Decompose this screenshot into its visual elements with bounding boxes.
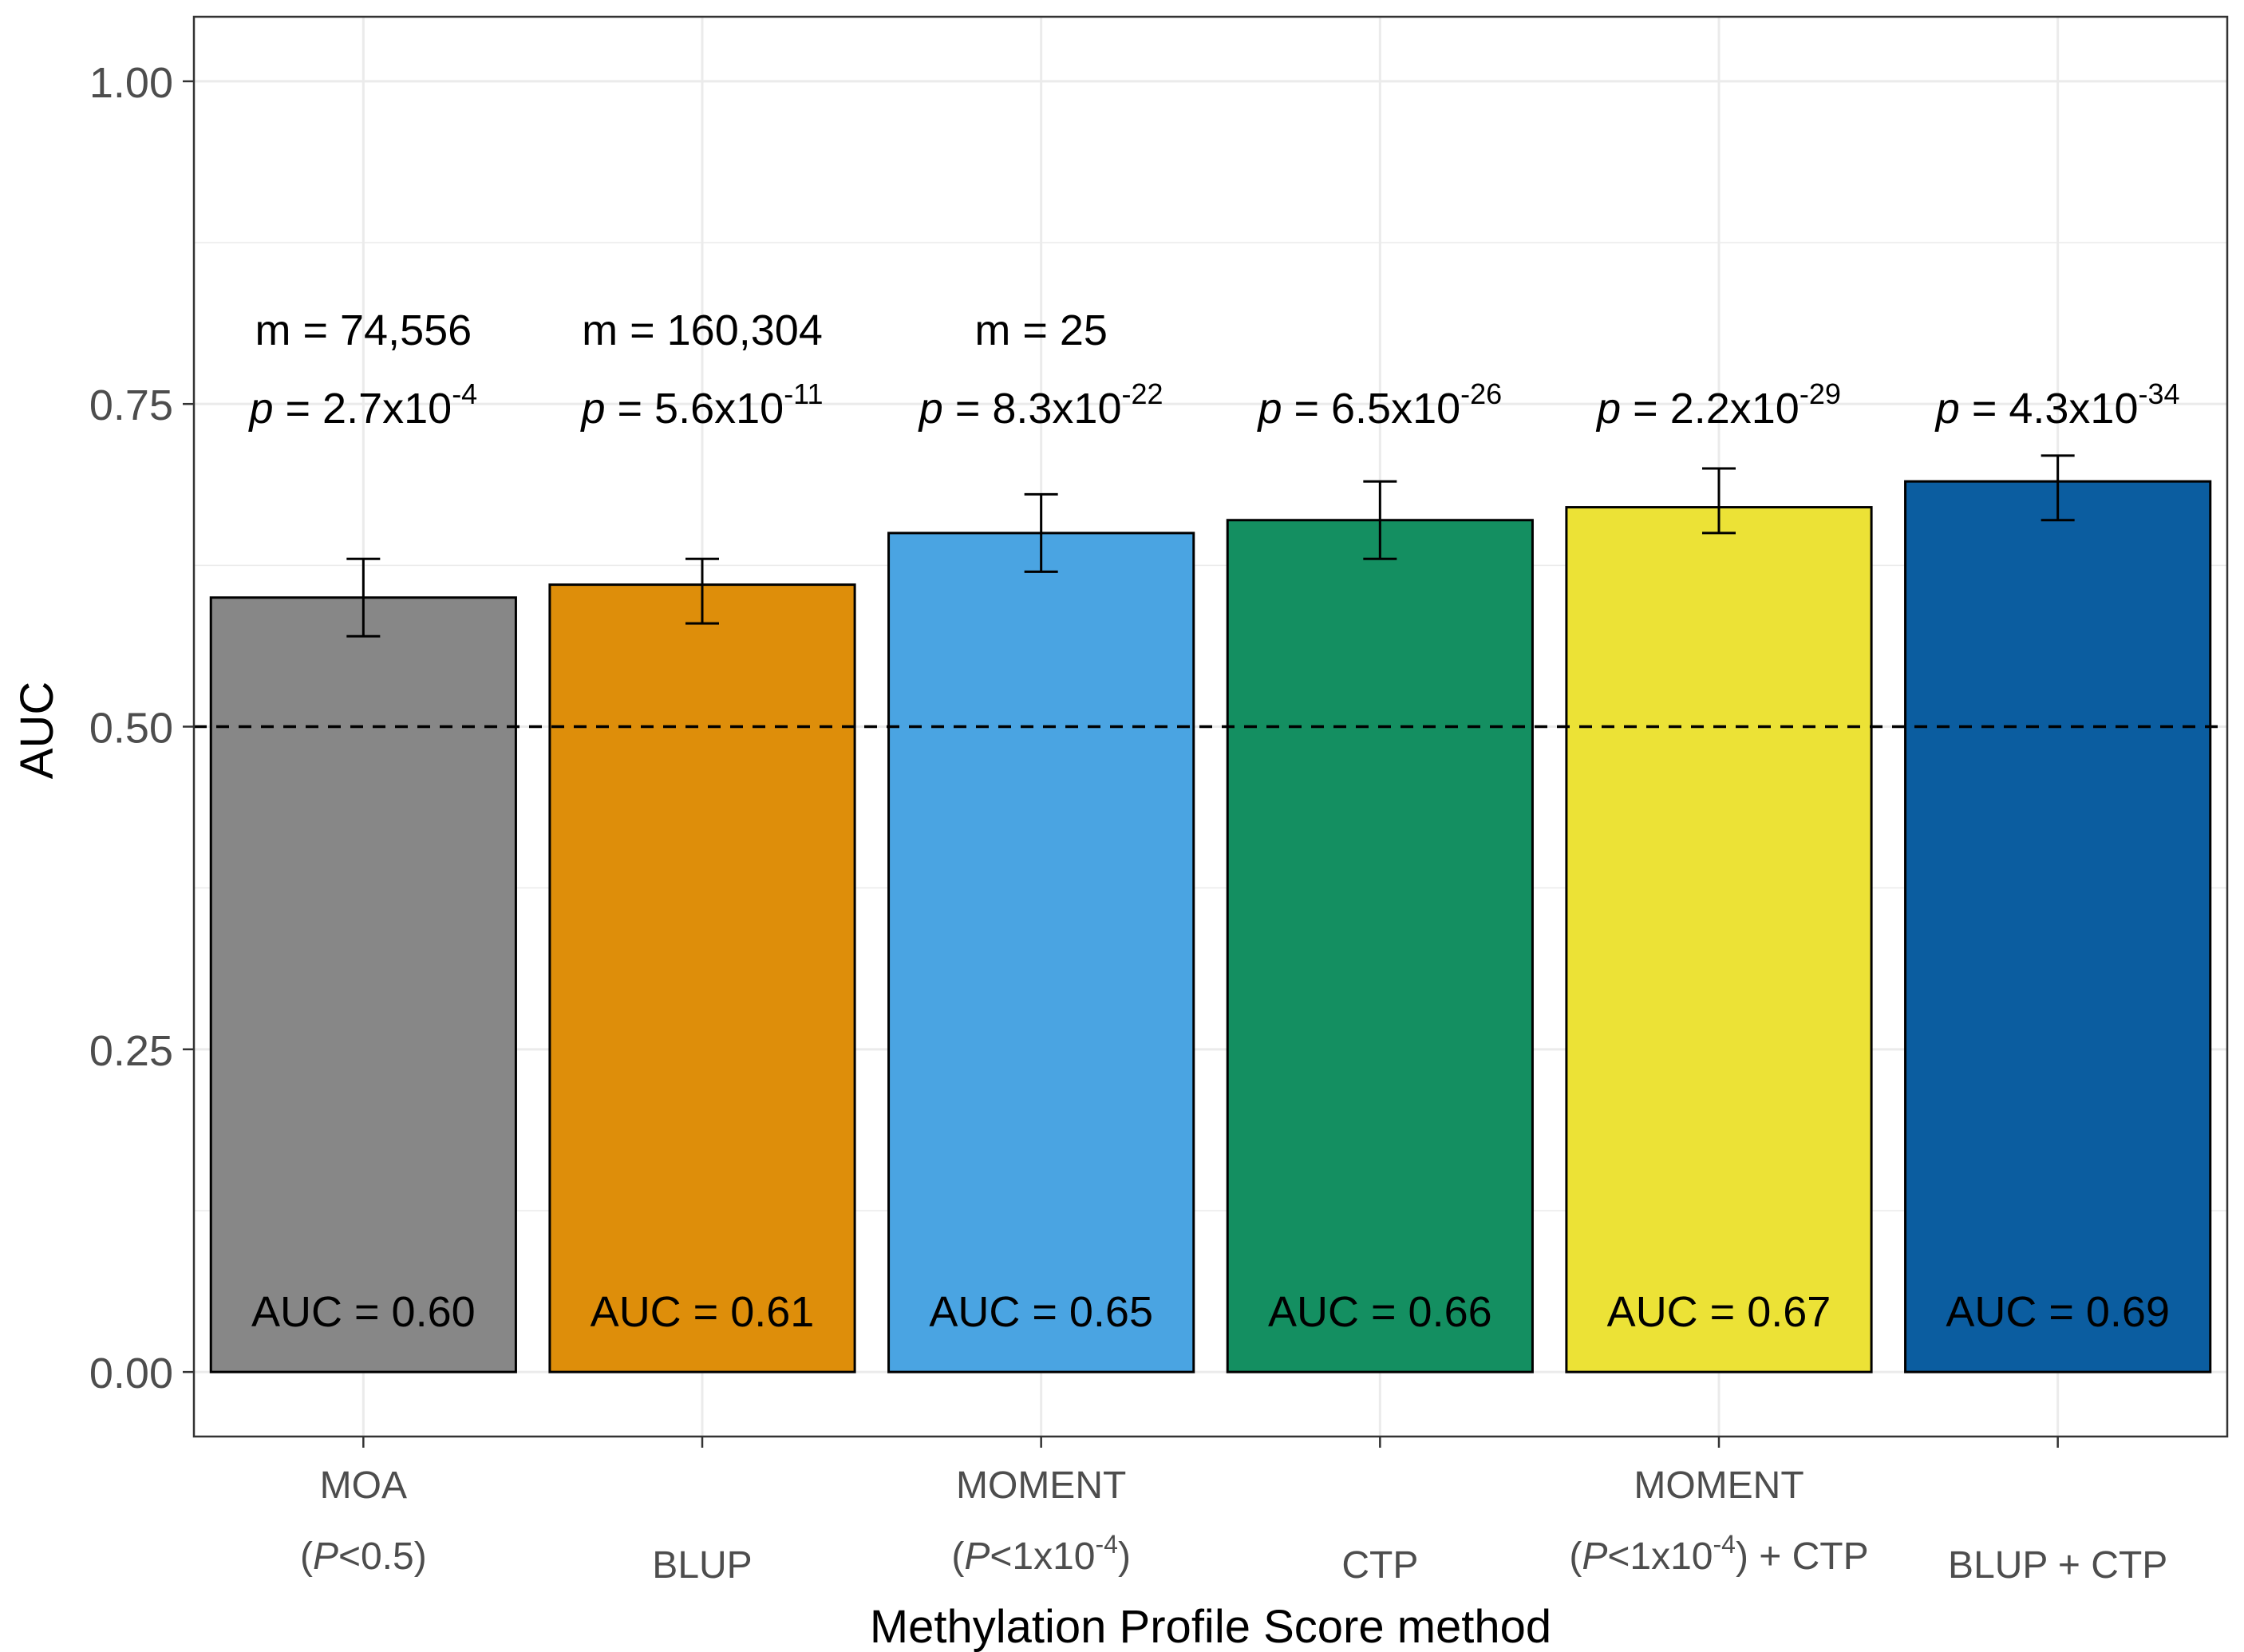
x-tick-label-part: CTP xyxy=(1341,1544,1418,1587)
x-tick-label-part: ( xyxy=(951,1535,964,1578)
p-label-base: = 6.5x10 xyxy=(1282,385,1460,433)
x-tick-label-part: <1x10 xyxy=(990,1535,1095,1578)
x-tick-label: MOMENT xyxy=(1634,1464,1803,1507)
x-tick-label: CTP xyxy=(1341,1544,1418,1587)
p-label-base: = 2.2x10 xyxy=(1621,385,1800,433)
x-tick-label: (P<1x10-4) xyxy=(951,1530,1131,1578)
p-label-base: = 2.7x10 xyxy=(274,385,452,433)
m-label: m = 74,556 xyxy=(255,306,472,354)
p-label: p = 4.3x10-34 xyxy=(1934,377,2180,433)
p-label-exponent: -34 xyxy=(2139,377,2180,410)
y-axis: 0.00 0.25 0.50 0.75 1.00 xyxy=(89,59,194,1397)
x-tick-label-part: ) xyxy=(1118,1535,1131,1578)
x-tick-label-part: <1x10 xyxy=(1607,1535,1713,1578)
p-label: p = 6.5x10-26 xyxy=(1256,377,1502,433)
y-tick-label: 0.75 xyxy=(89,381,173,429)
m-labels: m = 74,556 m = 160,304 m = 25 xyxy=(255,306,1107,354)
x-tick-label-italic: P xyxy=(964,1535,990,1578)
x-tick-label: (P<0.5) xyxy=(300,1535,427,1578)
x-tick-label: (P<1x10-4) + CTP xyxy=(1569,1530,1868,1578)
x-tick-label-italic: P xyxy=(313,1535,338,1578)
auc-label: AUC = 0.60 xyxy=(251,1288,476,1336)
x-tick-label: MOMENT xyxy=(956,1464,1126,1507)
x-tick-label-part: BLUP xyxy=(652,1544,752,1587)
p-label-exponent: -4 xyxy=(452,377,477,410)
x-tick-label: MOA xyxy=(320,1464,407,1507)
p-label-italic: p xyxy=(1256,385,1282,433)
p-label-italic: p xyxy=(1934,385,1960,433)
y-tick-label: 0.50 xyxy=(89,705,173,753)
auc-label: AUC = 0.67 xyxy=(1607,1288,1831,1336)
x-tick-label-part: <0.5) xyxy=(338,1535,427,1578)
x-tick-label-italic: P xyxy=(1582,1535,1607,1578)
x-tick-label-part: BLUP + CTP xyxy=(1948,1544,2167,1587)
p-label-base: = 8.3x10 xyxy=(943,385,1122,433)
m-label: m = 25 xyxy=(974,306,1108,354)
p-label-exponent: -11 xyxy=(784,377,823,410)
p-label-base: = 5.6x10 xyxy=(606,385,784,433)
p-label: p = 8.3x10-22 xyxy=(918,377,1163,433)
y-tick-label: 1.00 xyxy=(89,59,173,107)
p-label-exponent: -22 xyxy=(1122,377,1163,410)
p-label-exponent: -29 xyxy=(1800,377,1841,410)
p-label-base: = 4.3x10 xyxy=(1960,385,2139,433)
bar xyxy=(209,596,517,1373)
bar xyxy=(887,532,1195,1373)
auc-label: AUC = 0.61 xyxy=(591,1288,815,1336)
p-labels: p = 2.7x10-4 p = 5.6x10-11 p = 8.3x10-22 p … xyxy=(247,377,2179,433)
bar xyxy=(1904,480,2212,1373)
auc-label: AUC = 0.65 xyxy=(929,1288,1153,1336)
bar xyxy=(548,583,856,1373)
x-tick-label: BLUP + CTP xyxy=(1948,1544,2167,1587)
x-tick-label-exponent: -4 xyxy=(1713,1530,1735,1559)
x-tick-label-part: ( xyxy=(300,1535,313,1578)
p-label: p = 2.2x10-29 xyxy=(1595,377,1841,433)
x-tick-label-part: ) + CTP xyxy=(1736,1535,1869,1578)
error-bars xyxy=(346,454,2075,638)
y-tick-label: 0.25 xyxy=(89,1027,173,1075)
auc-label: AUC = 0.69 xyxy=(1946,1288,2170,1336)
p-label-italic: p xyxy=(247,385,273,433)
p-label-italic: p xyxy=(579,385,605,433)
x-tick-label: BLUP xyxy=(652,1544,752,1587)
p-label-italic: p xyxy=(1595,385,1621,433)
x-tick-label-exponent: -4 xyxy=(1096,1530,1118,1559)
p-label: p = 5.6x10-11 xyxy=(579,377,823,433)
bar xyxy=(1565,506,1873,1373)
auc-label: AUC = 0.66 xyxy=(1268,1288,1492,1336)
p-label-exponent: -26 xyxy=(1460,377,1502,410)
y-axis-label: AUC xyxy=(11,682,63,779)
x-axis-label: Methylation Profile Score method xyxy=(870,1601,1551,1652)
auc-labels: AUC = 0.60 AUC = 0.61 AUC = 0.65 AUC = 0.66… xyxy=(251,1288,2170,1336)
y-tick-label: 0.00 xyxy=(89,1350,173,1397)
m-label: m = 160,304 xyxy=(582,306,823,354)
bar xyxy=(1226,519,1534,1373)
p-label-italic: p xyxy=(918,385,943,433)
x-tick-label-part: ( xyxy=(1569,1535,1582,1578)
p-label: p = 2.7x10-4 xyxy=(247,377,477,433)
